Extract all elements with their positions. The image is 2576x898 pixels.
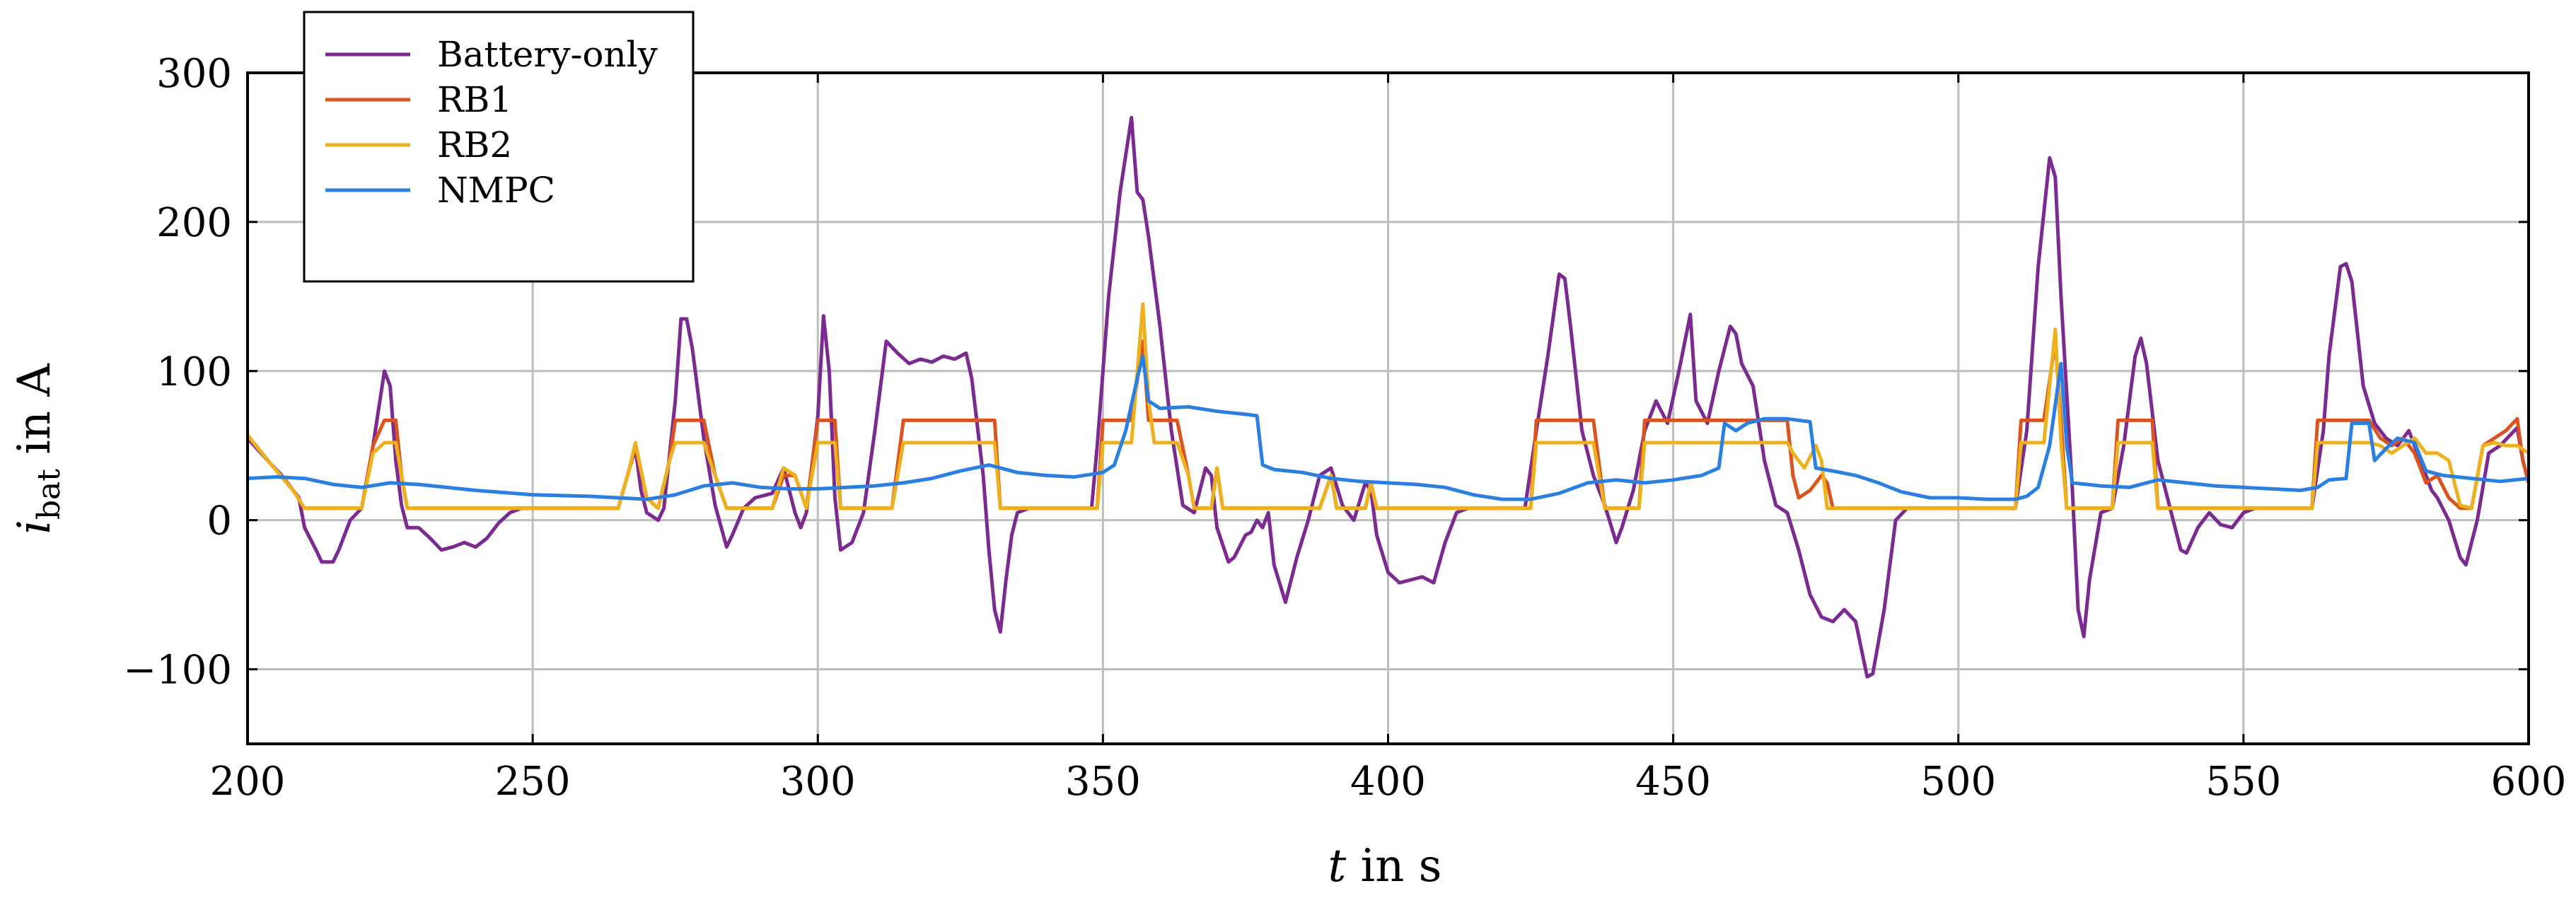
legend-label-rb1: RB1 (437, 79, 512, 120)
x-axis-label: t in s (1328, 840, 1442, 892)
y-tick-label-200: 200 (156, 200, 232, 246)
series-lines (246, 115, 2531, 679)
x-axis-ticks: 200 250 300 350 400 450 500 550 600 (210, 73, 2567, 805)
x-tick-label-400: 400 (1350, 759, 1426, 805)
x-tick-label-450: 450 (1635, 759, 1711, 805)
x-tick-label-600: 600 (2491, 759, 2567, 805)
x-tick-label-350: 350 (1065, 759, 1141, 805)
y-axis-ticks: −100 0 100 200 300 (123, 51, 2529, 694)
series-line-nmpc (247, 354, 2529, 501)
y-tick-label-100: 100 (156, 349, 232, 395)
x-tick-label-550: 550 (2205, 759, 2281, 805)
legend-label-nmpc: NMPC (437, 170, 555, 211)
legend-label-rb2: RB2 (437, 124, 512, 165)
x-tick-label-200: 200 (210, 759, 286, 805)
x-tick-label-300: 300 (780, 759, 856, 805)
y-tick-label--100: −100 (123, 648, 232, 694)
series-line-rb2 (246, 302, 2530, 511)
legend-label-battery-only: Battery-only (437, 34, 658, 75)
x-tick-label-500: 500 (1920, 759, 1996, 805)
x-tick-label-250: 250 (495, 759, 571, 805)
y-tick-label-300: 300 (156, 51, 232, 97)
y-axis-label: ibat in A (8, 363, 67, 535)
y-tick-label-0: 0 (207, 498, 232, 544)
